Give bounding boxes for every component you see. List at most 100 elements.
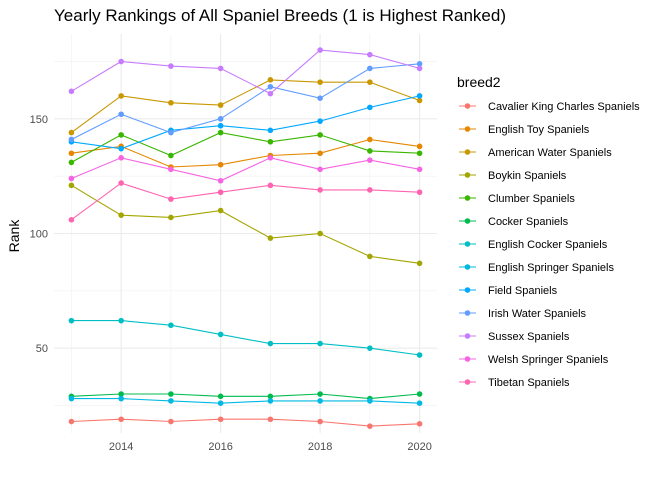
data-point [118,391,124,397]
legend-key-point [464,310,471,316]
legend-item: American Water Spaniels [459,147,612,159]
legend-title: breed2 [457,74,501,90]
legend-item: Clumber Spaniels [459,193,575,205]
chart-title: Yearly Rankings of All Spaniel Breeds (1… [54,6,506,25]
data-point [118,145,124,152]
legend-label: English Springer Spaniels [488,262,614,274]
data-point [267,90,274,97]
data-point [317,398,323,404]
data-point [367,253,373,260]
legend-label: Boykin Spaniels [488,170,567,182]
data-point [217,65,224,72]
data-point [416,65,423,72]
data-point [416,421,423,427]
data-point [267,127,274,134]
data-point [217,416,224,423]
x-tick-label: 2018 [308,441,332,453]
legend-key-point [464,218,471,224]
data-point [68,88,75,95]
y-axis-ticks: 50 100 150 [30,114,48,355]
legend-item: English Cocker Spaniels [459,239,608,251]
legend-item: Welsh Springer Spaniels [459,354,609,366]
x-axis-ticks: 2014 2016 2018 2020 [109,441,432,453]
data-point [118,180,124,186]
data-point [267,138,274,145]
data-point [68,150,75,157]
series-lines [71,49,420,427]
series-line-3 [71,184,420,264]
data-point [267,182,274,189]
data-point [68,159,75,166]
data-point [267,155,274,161]
data-point [68,418,75,425]
data-point [317,230,323,237]
data-point [267,77,274,83]
data-point [168,63,174,69]
legend-key-point [464,172,471,178]
data-point [217,116,224,122]
data-point [317,47,323,53]
data-point [317,95,323,102]
data-point [367,423,373,429]
series-line-4 [71,132,420,163]
series-line-0 [71,418,420,427]
y-axis-title: Rank [6,219,22,253]
legend-label: Irish Water Spaniels [488,308,587,320]
data-point [68,317,75,324]
data-point [367,136,373,143]
data-point [168,152,174,159]
data-point [168,418,174,425]
legend-label: Cocker Spaniels [488,216,569,228]
legend-key-point [464,379,471,385]
legend-label: American Water Spaniels [488,147,612,159]
data-point [68,395,75,402]
legend: breed2 Cavalier King Charles Spaniels Eng… [457,74,640,389]
data-point [118,132,124,138]
legend-item: Boykin Spaniels [459,170,567,182]
data-point [168,398,174,404]
data-point [217,331,224,338]
legend-key-point [464,264,471,270]
data-point [416,143,423,150]
data-point [317,391,323,397]
data-point [217,177,224,184]
data-point [267,398,274,404]
data-point [317,340,323,347]
legend-key-point [464,241,471,247]
legend-key-point [464,126,471,132]
legend-label: Tibetan Spaniels [488,377,570,389]
legend-label: English Toy Spaniels [488,124,590,136]
data-point [416,391,423,397]
data-point [68,216,75,223]
data-point [168,129,174,136]
data-point [217,189,224,196]
data-point [217,207,224,214]
data-point [317,150,323,157]
legend-item: Field Spaniels [459,285,558,297]
data-point [168,391,174,397]
data-point [317,118,323,124]
data-point [118,93,124,99]
data-point [416,189,423,196]
series-line-12 [71,182,420,221]
legend-key-point [464,103,471,109]
legend-label: English Cocker Spaniels [488,239,608,251]
data-point [68,182,75,189]
data-point [168,166,174,173]
data-point [68,175,75,182]
data-point [118,395,124,402]
legend-label: Cavalier King Charles Spaniels [488,101,640,113]
data-point [217,122,224,129]
data-point [367,398,373,404]
major-gridlines [54,34,437,433]
series-points [68,47,423,429]
y-tick-label: 150 [30,114,48,126]
legend-key-point [464,333,471,339]
data-point [68,129,75,136]
data-point [367,345,373,351]
data-point [118,212,124,218]
series-line-8 [71,95,420,150]
series-line-1 [71,138,420,168]
data-point [217,102,224,108]
series-line-6 [71,320,420,356]
